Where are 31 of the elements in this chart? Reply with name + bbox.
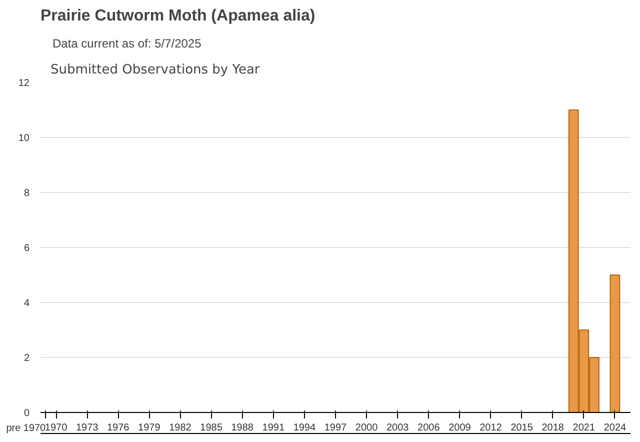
x-tick-label: 1991 <box>262 422 285 434</box>
x-tick-label: 2015 <box>510 422 534 434</box>
bar <box>610 274 620 412</box>
x-tick-label: 2003 <box>386 422 410 434</box>
y-tick-label: 6 <box>24 243 30 254</box>
x-tick-label: 1979 <box>138 422 161 434</box>
x-tick-label: 1970 <box>44 422 68 434</box>
x-tick-label: 1988 <box>231 422 254 434</box>
y-tick-label: 10 <box>18 133 30 144</box>
chart-subtitle: Data current as of: 5/7/2025 <box>52 36 202 50</box>
x-tick-label: 1985 <box>200 422 223 434</box>
x-tick-label: 1994 <box>293 422 316 434</box>
x-tick-label: 1976 <box>107 422 130 434</box>
x-tick-label: 2021 <box>572 422 596 434</box>
x-tick-label: 2000 <box>355 422 378 434</box>
y-tick-label: 0 <box>24 408 30 419</box>
x-tick-label: 1997 <box>324 422 348 434</box>
y-tick-label: 2 <box>24 353 30 364</box>
x-tick-label: 2012 <box>480 422 502 434</box>
x-tick-label: 2006 <box>418 422 440 434</box>
y-tick-label: 12 <box>18 78 30 89</box>
x-tick-label: 1973 <box>76 422 99 434</box>
y-tick-label: 4 <box>24 298 30 309</box>
x-tick-label: 2009 <box>448 422 472 434</box>
y-tick-label: 8 <box>24 188 30 199</box>
x-tick-label: 2024 <box>604 422 627 434</box>
x-tick-label: pre 1970 <box>6 423 46 434</box>
x-tick-label: 2018 <box>542 422 564 434</box>
chart-title: Prairie Cutworm Moth (Apamea alia) <box>40 8 316 24</box>
x-tick-label: 1982 <box>169 422 192 434</box>
text: Submitted Observations by Year <box>50 62 260 78</box>
